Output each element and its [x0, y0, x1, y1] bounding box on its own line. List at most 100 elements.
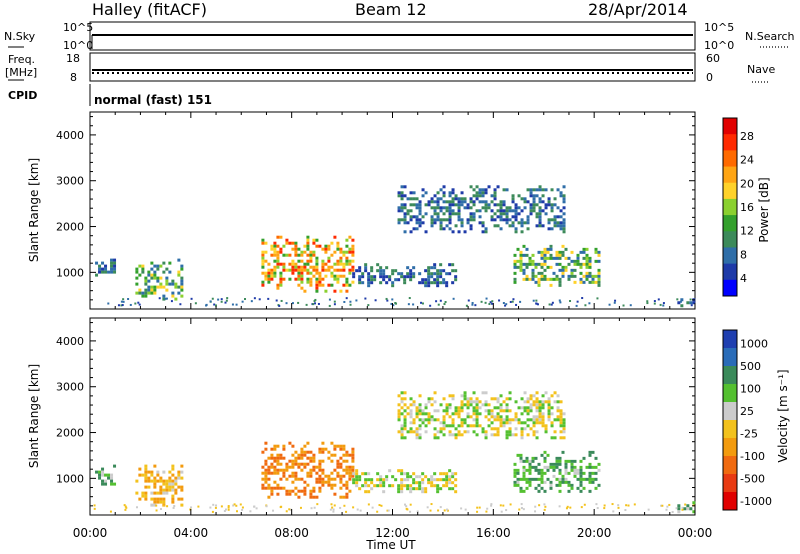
- x-tick-label: 20:00: [577, 526, 612, 540]
- scatter-cell: [231, 303, 234, 306]
- echo-cell: [481, 200, 485, 204]
- echo-cell: [345, 492, 349, 496]
- echo-cell: [448, 481, 452, 485]
- echo-cell: [528, 465, 532, 469]
- echo-cell: [276, 486, 280, 490]
- echo-cell: [279, 456, 283, 460]
- echo-cell: [339, 474, 343, 478]
- echo-cell: [406, 475, 410, 479]
- echo-cell: [159, 500, 163, 504]
- echo-cell: [342, 459, 346, 463]
- echo-cell: [397, 221, 401, 225]
- echo-cell: [297, 271, 301, 275]
- echo-cell: [315, 238, 319, 242]
- echo-cell: [499, 421, 503, 425]
- echo-cell: [567, 277, 571, 281]
- scatter-cell: [159, 508, 162, 511]
- echo-cell: [397, 487, 401, 491]
- echo-cell: [472, 424, 476, 428]
- echo-cell: [351, 253, 355, 257]
- echo-cell: [532, 188, 536, 192]
- echo-cell: [439, 275, 443, 279]
- echo-cell: [496, 400, 500, 404]
- scatter-cell: [584, 304, 587, 307]
- echo-cell: [113, 267, 117, 271]
- echo-cell: [156, 473, 160, 477]
- echo-cell: [300, 265, 304, 269]
- echo-cell: [412, 275, 416, 279]
- echo-cell: [406, 478, 410, 482]
- echo-cell: [264, 271, 268, 275]
- echo-cell: [523, 406, 527, 410]
- echo-cell: [558, 283, 562, 287]
- echo-cell: [318, 477, 322, 481]
- echo-cell: [303, 250, 307, 254]
- echo-cell: [576, 262, 580, 266]
- echo-cell: [345, 289, 349, 293]
- echo-cell: [156, 267, 160, 271]
- echo-cell: [541, 403, 545, 407]
- echo-cell: [352, 472, 356, 476]
- echo-cell: [481, 230, 485, 234]
- echo-cell: [457, 412, 461, 416]
- echo-cell: [562, 218, 566, 222]
- echo-cell: [513, 480, 517, 484]
- echo-cell: [159, 488, 163, 492]
- colorbar-swatch: [723, 118, 737, 135]
- echo-cell: [430, 281, 434, 285]
- scatter-cell: [135, 506, 138, 509]
- scatter-cell: [333, 303, 336, 306]
- echo-cell: [594, 274, 598, 278]
- echo-cell: [424, 412, 428, 416]
- echo-cell: [279, 280, 283, 284]
- echo-cell: [528, 259, 532, 263]
- echo-cell: [538, 406, 542, 410]
- echo-cell: [300, 250, 304, 254]
- echo-cell: [523, 391, 527, 395]
- echo-cell: [285, 462, 289, 466]
- echo-cell: [345, 459, 349, 463]
- echo-cell: [588, 274, 592, 278]
- echo-cell: [342, 447, 346, 451]
- echo-cell: [573, 471, 577, 475]
- echo-cell: [597, 253, 601, 257]
- echo-cell: [406, 212, 410, 216]
- echo-cell: [481, 194, 485, 198]
- echo-cell: [532, 424, 536, 428]
- echo-cell: [585, 271, 589, 275]
- echo-cell: [174, 491, 178, 495]
- echo-cell: [430, 478, 434, 482]
- echo-cell: [466, 218, 470, 222]
- echo-cell: [379, 484, 383, 488]
- echo-cell: [270, 268, 274, 272]
- echo-cell: [418, 487, 422, 491]
- echo-cell: [415, 227, 419, 231]
- echo-cell: [436, 487, 440, 491]
- echo-cell: [330, 483, 334, 487]
- echo-cell: [403, 415, 407, 419]
- echo-cell: [273, 259, 277, 263]
- echo-cell: [351, 459, 355, 463]
- echo-cell: [168, 270, 172, 274]
- echo-cell: [400, 203, 404, 207]
- echo-cell: [418, 224, 422, 228]
- echo-cell: [101, 270, 105, 274]
- echo-cell: [333, 274, 337, 278]
- echo-cell: [382, 484, 386, 488]
- echo-cell: [466, 403, 470, 407]
- scatter-cell: [409, 510, 412, 513]
- echo-cell: [351, 238, 355, 242]
- echo-cell: [348, 271, 352, 275]
- echo-cell: [436, 278, 440, 282]
- scatter-cell: [223, 510, 226, 513]
- echo-cell: [538, 409, 542, 413]
- echo-cell: [318, 274, 322, 278]
- echo-cell: [511, 224, 515, 228]
- echo-cell: [561, 271, 565, 275]
- echo-cell: [514, 209, 518, 213]
- echo-cell: [460, 203, 464, 207]
- scatter-cell: [558, 299, 561, 302]
- echo-cell: [579, 489, 583, 493]
- echo-cell: [451, 481, 455, 485]
- echo-cell: [318, 277, 322, 281]
